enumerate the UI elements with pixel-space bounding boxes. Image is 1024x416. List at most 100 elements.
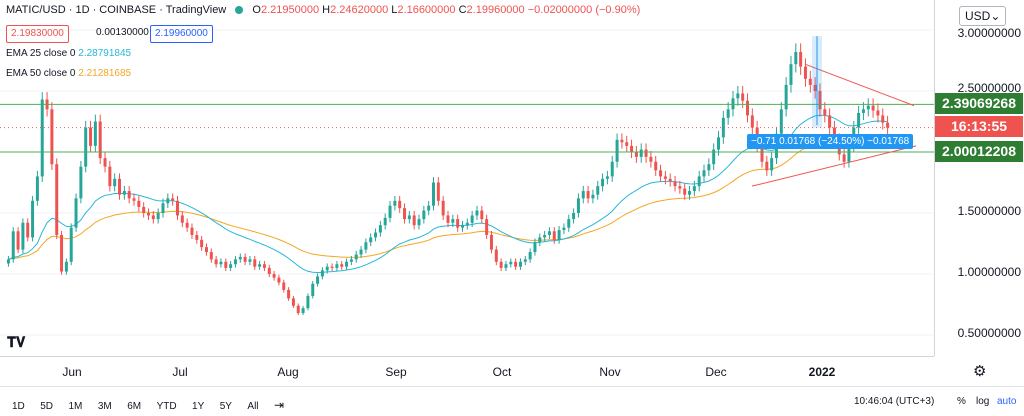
candle <box>301 308 305 314</box>
candle <box>296 305 300 314</box>
candle <box>465 222 469 226</box>
price-label-1-5: 1.50000000 <box>957 204 1021 218</box>
settings-gear-icon[interactable]: ⚙ <box>973 363 987 380</box>
log-toggle[interactable]: log <box>976 396 990 407</box>
candle <box>398 200 402 209</box>
range-6m-button[interactable]: 6M <box>127 401 142 412</box>
candle <box>823 109 827 116</box>
time-label-aug: Aug <box>277 365 299 379</box>
candle <box>470 215 474 223</box>
price-axis[interactable]: USD⌄ 3.00000000 2.50000000 1.50000000 1.… <box>934 0 1024 380</box>
symbol-title[interactable]: MATIC/USD · 1D · COINBASE · TradingView <box>6 4 227 16</box>
candle <box>195 234 199 240</box>
candle <box>238 256 242 260</box>
candle <box>760 145 764 162</box>
triangle-lower-line <box>751 145 917 187</box>
candle <box>31 200 35 238</box>
range-ytd-button[interactable]: YTD <box>156 401 177 412</box>
candle <box>122 191 126 195</box>
ema25-value: 2.28791845 <box>78 48 132 59</box>
candle <box>847 145 851 162</box>
candle <box>291 298 295 306</box>
candle <box>717 137 721 150</box>
candle <box>219 261 223 265</box>
candle <box>359 249 363 255</box>
candle <box>881 115 885 123</box>
candle <box>654 161 658 171</box>
candle <box>383 217 387 226</box>
candle <box>861 109 865 113</box>
bid-price-box[interactable]: 2.19830000 <box>6 25 69 43</box>
candle <box>562 227 566 231</box>
range-3m-button[interactable]: 3M <box>97 401 112 412</box>
candle <box>446 215 450 223</box>
ema25-legend[interactable]: EMA 25 close 0 2.28791845 <box>6 48 131 59</box>
candle <box>21 222 25 250</box>
candle <box>412 215 416 226</box>
range-all-button[interactable]: All <box>247 401 259 412</box>
candle <box>736 93 740 99</box>
candle <box>204 247 208 253</box>
currency-button[interactable]: USD⌄ <box>959 6 1007 26</box>
ema50-legend[interactable]: EMA 50 close 0 2.21281685 <box>6 68 131 79</box>
candle <box>630 145 634 152</box>
range-1m-button[interactable]: 1M <box>68 401 83 412</box>
ohlc-close: 2.19960000 <box>466 4 525 16</box>
candle <box>436 182 440 201</box>
candle <box>50 109 54 165</box>
ema25-label: EMA 25 close 0 <box>6 48 76 59</box>
candle <box>84 127 88 167</box>
level-tag-upper: 2.39069268 <box>935 93 1023 114</box>
price-label-3: 3.00000000 <box>957 26 1021 40</box>
candle <box>721 117 725 138</box>
candle <box>229 264 233 268</box>
candle <box>113 178 117 187</box>
symbol-legend: MATIC/USD · 1D · COINBASE · TradingView … <box>6 4 640 16</box>
candle <box>538 237 542 243</box>
market-status-icon <box>235 6 244 15</box>
candle <box>253 259 257 267</box>
candlestick-chart[interactable] <box>0 0 934 356</box>
candle <box>552 231 556 240</box>
candle <box>16 231 20 250</box>
countdown-tag: 16:13:55 <box>935 116 1023 137</box>
candle <box>876 110 880 116</box>
clock-display[interactable]: 10:46:04 (UTC+3) <box>854 396 935 407</box>
candle <box>572 213 576 220</box>
range-1y-button[interactable]: 1Y <box>192 401 205 412</box>
candle <box>316 276 320 284</box>
triangle-upper-line <box>804 63 915 107</box>
candle <box>784 84 788 110</box>
candle <box>871 105 875 111</box>
ask-price-box[interactable]: 2.19960000 <box>150 25 213 43</box>
range-5d-button[interactable]: 5D <box>40 401 54 412</box>
candle <box>789 64 793 85</box>
candle <box>79 166 83 199</box>
chart-pane[interactable]: MATIC/USD · 1D · COINBASE · TradingView … <box>0 0 934 356</box>
date-range-icon[interactable]: ⇥ <box>273 398 285 412</box>
candle <box>147 213 151 216</box>
candle <box>741 93 745 101</box>
candle <box>596 186 600 195</box>
candle <box>750 115 754 128</box>
candle <box>132 198 136 201</box>
range-5y-button[interactable]: 5Y <box>219 401 232 412</box>
candle <box>649 156 653 162</box>
candle <box>480 210 484 220</box>
range-1d-button[interactable]: 1D <box>12 401 25 412</box>
candle <box>277 277 281 283</box>
auto-toggle[interactable]: auto <box>997 396 1017 407</box>
candle <box>369 237 373 243</box>
candle <box>581 191 585 199</box>
candle <box>175 200 179 216</box>
candle <box>745 100 749 116</box>
candle <box>673 181 677 187</box>
time-axis[interactable]: Jun Jul Aug Sep Oct Nov Dec 2022 <box>0 356 934 387</box>
percent-toggle[interactable]: % <box>957 396 966 407</box>
candle <box>832 127 836 140</box>
candle <box>668 178 672 182</box>
candle <box>151 215 155 220</box>
candle <box>639 149 643 157</box>
candle <box>233 259 237 265</box>
tradingview-logo-icon[interactable]: 𝐓𝐕 <box>7 334 26 350</box>
